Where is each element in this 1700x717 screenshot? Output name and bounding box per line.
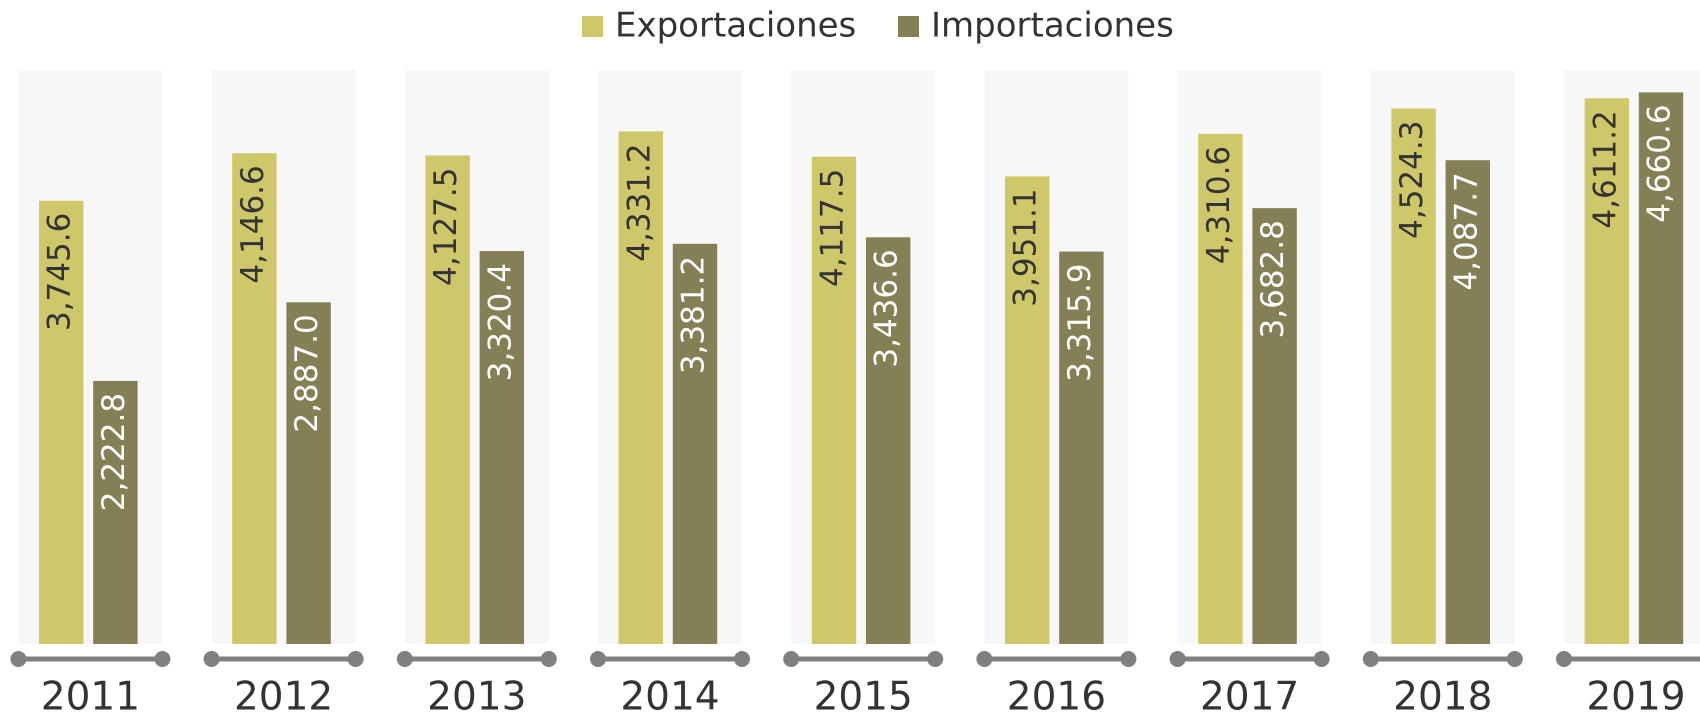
x-tick-label: 2014 <box>620 675 719 717</box>
value-label: 3,381.2 <box>676 256 712 374</box>
value-label: 2,887.0 <box>289 314 325 432</box>
timeline-dot <box>976 651 993 667</box>
value-label: 4,127.5 <box>428 168 464 286</box>
value-label: 4,524.3 <box>1394 121 1430 239</box>
bar <box>811 156 857 644</box>
legend-swatch <box>582 16 603 37</box>
value-label: 2,222.8 <box>96 393 132 511</box>
bar <box>1445 160 1490 644</box>
bar <box>1252 208 1297 644</box>
x-tick-label: 2011 <box>41 675 140 717</box>
bar <box>1198 133 1243 645</box>
bar <box>1584 98 1629 645</box>
value-label: 3,315.9 <box>1062 264 1098 382</box>
legend-label: Exportaciones <box>615 6 856 46</box>
value-label: 3,436.6 <box>869 249 905 367</box>
value-label: 3,745.6 <box>42 213 78 331</box>
timeline-dot <box>540 651 557 667</box>
timeline-dot <box>927 651 944 667</box>
bar <box>672 243 718 644</box>
bar <box>39 200 84 645</box>
timeline-dot <box>1313 651 1330 667</box>
x-tick-label: 2015 <box>814 675 913 717</box>
x-tick-label: 2013 <box>427 675 526 717</box>
timeline-dot <box>590 651 606 667</box>
bar <box>866 237 911 644</box>
timeline-dot <box>1169 651 1186 667</box>
value-label: 3,320.4 <box>482 263 518 381</box>
timeline-dot <box>1120 651 1137 667</box>
bar <box>1059 251 1104 644</box>
timeline-dot <box>396 651 413 667</box>
value-label: 4,117.5 <box>815 169 851 287</box>
timeline-dot <box>1556 651 1572 667</box>
value-label: 3,951.1 <box>1008 188 1044 306</box>
value-label: 4,331.2 <box>621 143 657 261</box>
x-tick-label: 2017 <box>1200 675 1299 717</box>
timeline-dot <box>10 651 27 667</box>
x-tick-label: 2012 <box>234 675 333 717</box>
value-label: 4,611.2 <box>1587 110 1623 228</box>
x-tick-label: 2016 <box>1007 675 1106 717</box>
timeline-dot <box>734 651 750 667</box>
bar <box>1391 108 1436 645</box>
value-label: 4,146.6 <box>235 165 271 283</box>
timeline-dot <box>1506 651 1523 667</box>
bar <box>425 155 470 645</box>
legend-swatch <box>898 16 919 37</box>
timeline-dot <box>203 651 220 667</box>
bar <box>479 251 524 645</box>
value-label: 4,660.6 <box>1642 104 1678 222</box>
legend-label: Importaciones <box>931 6 1174 46</box>
bar <box>618 131 663 644</box>
bar <box>93 380 138 644</box>
timeline-dot <box>347 651 364 667</box>
value-label: 3,682.8 <box>1255 220 1291 338</box>
bar <box>286 302 331 644</box>
x-tick-label: 2019 <box>1586 675 1685 717</box>
timeline-dot <box>1362 651 1379 667</box>
timeline-dot <box>154 651 171 667</box>
value-label: 4,310.6 <box>1201 146 1237 264</box>
bar <box>1005 176 1050 644</box>
timeline-dot <box>783 651 800 667</box>
x-tick-label: 2018 <box>1393 675 1492 717</box>
bar <box>232 153 277 645</box>
value-label: 4,087.7 <box>1448 172 1484 290</box>
bar <box>1638 92 1684 644</box>
